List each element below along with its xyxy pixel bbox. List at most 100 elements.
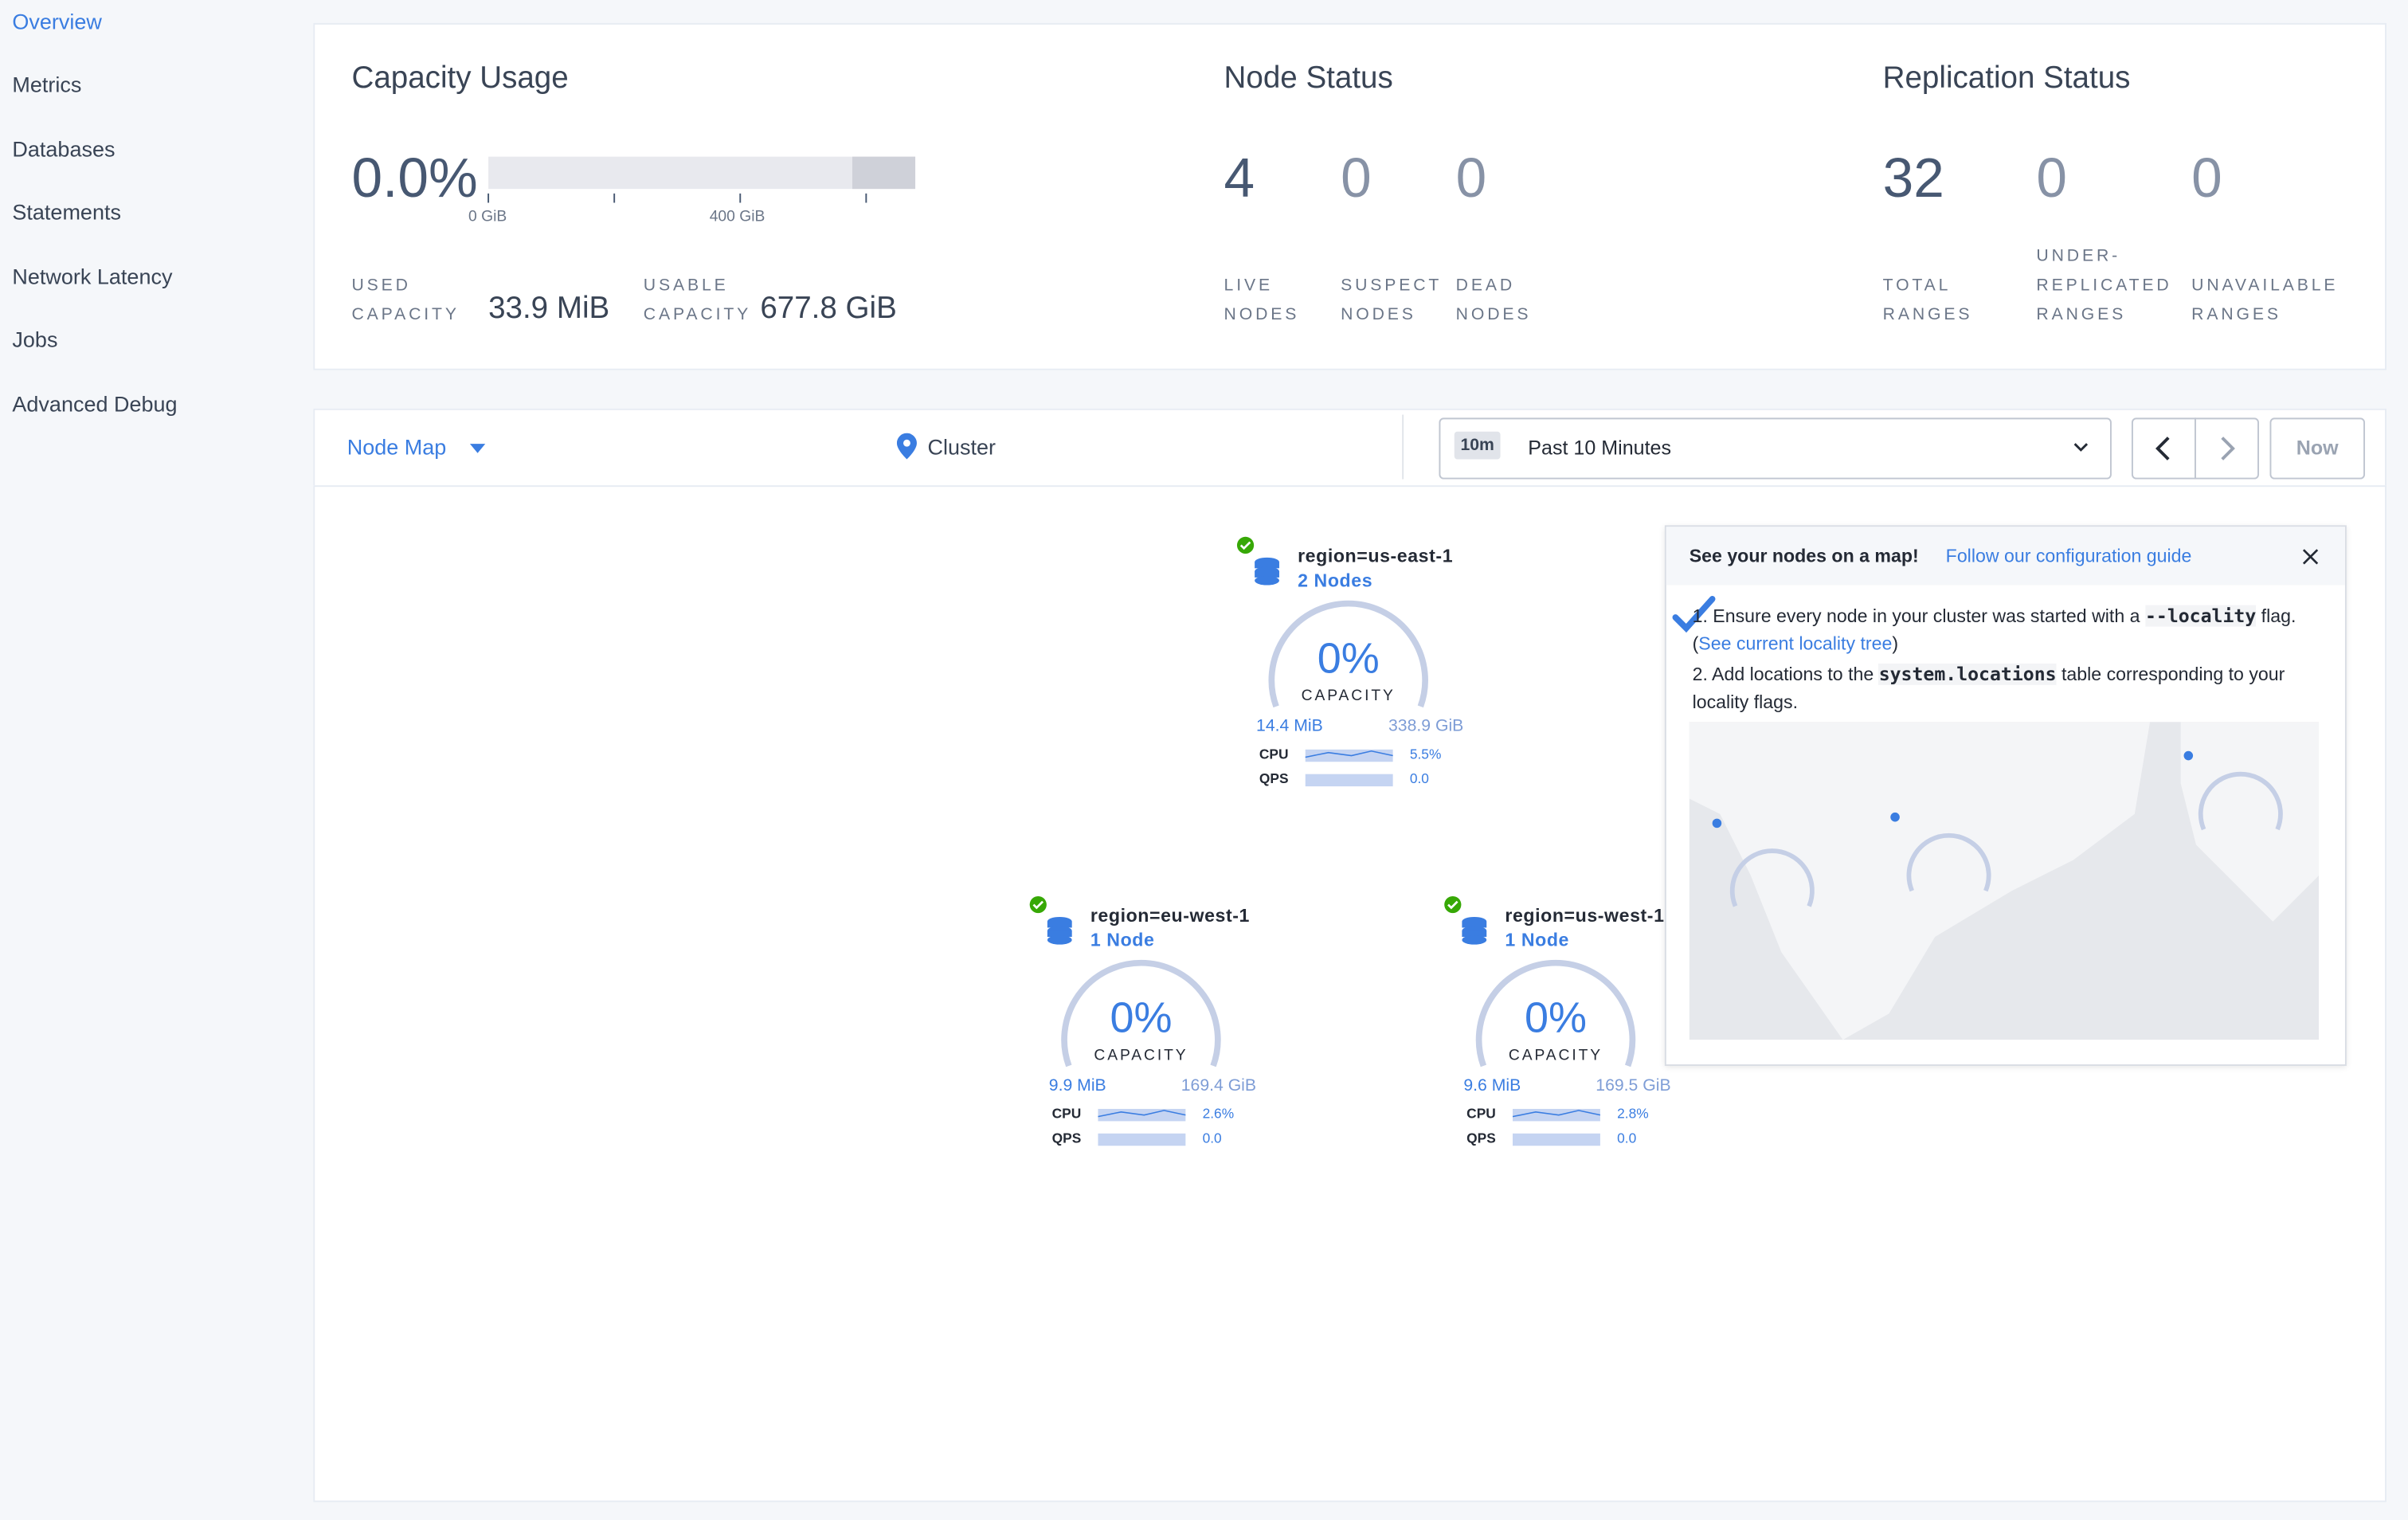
- capacity-percent: 0%: [1524, 993, 1588, 1042]
- cpu-value: 5.5%: [1409, 746, 1442, 762]
- locality-shape: [1305, 774, 1393, 787]
- nav-item[interactable]: Advanced Debug: [12, 391, 178, 417]
- stat-value: 33.9 MiB: [488, 292, 610, 326]
- tip-steps: 1. Ensure every node in your cluster was…: [1693, 602, 2322, 716]
- text: Ensure every node in your cluster was st…: [1713, 605, 2145, 627]
- stat-label: DEAD NODES: [1455, 276, 1532, 324]
- locality-shape: [1268, 600, 1428, 708]
- total-capacity: 338.9 GiB: [1388, 717, 1464, 736]
- capacity-bar: [488, 156, 916, 190]
- capacity-label: CAPACITY: [1094, 1047, 1188, 1065]
- link[interactable]: See current locality tree: [1698, 633, 1893, 655]
- capacity-percent: 0%: [1317, 634, 1380, 683]
- nav-item[interactable]: Statements: [12, 199, 121, 225]
- text: Add locations to the: [1712, 663, 1879, 685]
- time-range: Past 10 Minutes: [1528, 436, 1672, 460]
- axis-label: 400 GiB: [709, 209, 765, 226]
- locality-graphics: [1029, 895, 1221, 1146]
- stat-label: SUSPECT NODES: [1341, 276, 1442, 324]
- stat-value: 0: [1455, 146, 1487, 210]
- locality-shape: [1032, 900, 1044, 910]
- tip-title: See your nodes on a map!: [1689, 545, 1919, 567]
- nav-item[interactable]: Databases: [12, 136, 116, 162]
- capacity-percent: 0%: [1110, 993, 1173, 1042]
- code: --locality: [2144, 605, 2257, 627]
- locality-shape: [1305, 750, 1393, 758]
- qps-value: 0.0: [1202, 1130, 1222, 1146]
- locality-shape: [1444, 895, 1462, 914]
- capacity-label: CAPACITY: [1301, 688, 1396, 705]
- locality-shape: [1462, 921, 1487, 928]
- locality-shape: [1513, 1133, 1600, 1146]
- stat-value: 32: [1882, 146, 1944, 210]
- map-illustration: [1689, 722, 2320, 1040]
- locality-shape: [1239, 541, 1251, 550]
- stat-value: 0: [1341, 146, 1372, 210]
- used-capacity: 9.9 MiB: [1048, 1076, 1106, 1095]
- stat-label: USABLE CAPACITY: [643, 276, 752, 324]
- close-button[interactable]: [2302, 548, 2319, 565]
- locality-shape: [1255, 557, 1279, 586]
- stat-label: UNAVAILABLE RANGES: [2191, 276, 2339, 324]
- locality-shape: [1255, 571, 1279, 578]
- locality: region=us-east-1 2 Nodes 0% CAPACITY 14.4 Mi…: [1236, 536, 1482, 797]
- stat-value: 4: [1224, 146, 1255, 210]
- cpu-label: CPU: [1051, 1106, 1082, 1122]
- total-capacity: 169.4 GiB: [1181, 1076, 1257, 1095]
- locality-shape: [1462, 916, 1487, 945]
- next-button[interactable]: [2195, 417, 2259, 480]
- section-title: Capacity Usage: [351, 61, 569, 96]
- stat-label: UNDER-REPLICATED RANGES: [2036, 247, 2172, 324]
- locality-shape: [1047, 916, 1072, 945]
- stat-label: LIVE NODES: [1224, 276, 1300, 324]
- nav-item[interactable]: Jobs: [12, 327, 58, 352]
- stat-label: USED CAPACITY: [351, 276, 460, 324]
- cpu-label: CPU: [1466, 1106, 1496, 1122]
- cpu-value: 2.6%: [1202, 1106, 1235, 1122]
- qps-value: 0.0: [1409, 770, 1429, 787]
- locality-shape: [1047, 921, 1072, 928]
- locality-shape: [1255, 575, 1279, 586]
- view-selector[interactable]: Node Map: [347, 434, 447, 460]
- caret: [469, 444, 486, 453]
- section-title: Replication Status: [1882, 61, 2131, 96]
- locality-shape: [1098, 1133, 1186, 1146]
- node-count: 1 Node: [1505, 929, 1569, 951]
- locality-shape: [1098, 1110, 1186, 1118]
- prev-button[interactable]: [2131, 417, 2196, 480]
- capacity-percent: 0.0%: [351, 146, 478, 210]
- capacity-label: CAPACITY: [1508, 1047, 1603, 1065]
- locality-shape: [1462, 935, 1487, 945]
- text: table corresponding to your locality fla…: [1692, 663, 2285, 713]
- locality-shape: [1047, 935, 1072, 945]
- nav-item[interactable]: Metrics: [12, 72, 82, 97]
- cpu-value: 2.8%: [1617, 1106, 1649, 1122]
- nav-item[interactable]: Overview: [12, 9, 102, 34]
- text: ): [1892, 633, 1899, 655]
- stat-value: 0: [2036, 146, 2068, 210]
- tip-link[interactable]: Follow our configuration guide: [1945, 545, 2192, 567]
- nav-item[interactable]: Network Latency: [12, 264, 173, 289]
- used-capacity: 14.4 MiB: [1256, 717, 1323, 736]
- now-button[interactable]: Now: [2269, 417, 2366, 480]
- used-capacity: 9.6 MiB: [1463, 1076, 1521, 1095]
- locality-shape: [1475, 959, 1636, 1068]
- section-title: Node Status: [1224, 61, 1393, 96]
- tip-step: 1. Ensure every node in your cluster was…: [1692, 605, 2296, 655]
- capacity-ticks: [487, 193, 867, 203]
- time-dropdown[interactable]: [1439, 417, 2112, 480]
- breadcrumb: Cluster: [927, 434, 996, 460]
- locality-shape: [1236, 536, 1255, 554]
- locality-shape: [1029, 895, 1047, 914]
- cpu-label: CPU: [1259, 746, 1289, 762]
- qps-value: 0.0: [1617, 1130, 1637, 1146]
- locality-graphics: [1236, 536, 1428, 787]
- locality-name: region=eu-west-1: [1090, 904, 1251, 926]
- tip-step: 2. Add locations to the system.locations…: [1692, 663, 2285, 713]
- node-count: 2 Nodes: [1298, 570, 1373, 592]
- qps-label: QPS: [1466, 1130, 1496, 1146]
- locality-shape: [1447, 900, 1459, 910]
- locality-shape: [1047, 930, 1072, 938]
- locality-graphics: [1444, 895, 1636, 1146]
